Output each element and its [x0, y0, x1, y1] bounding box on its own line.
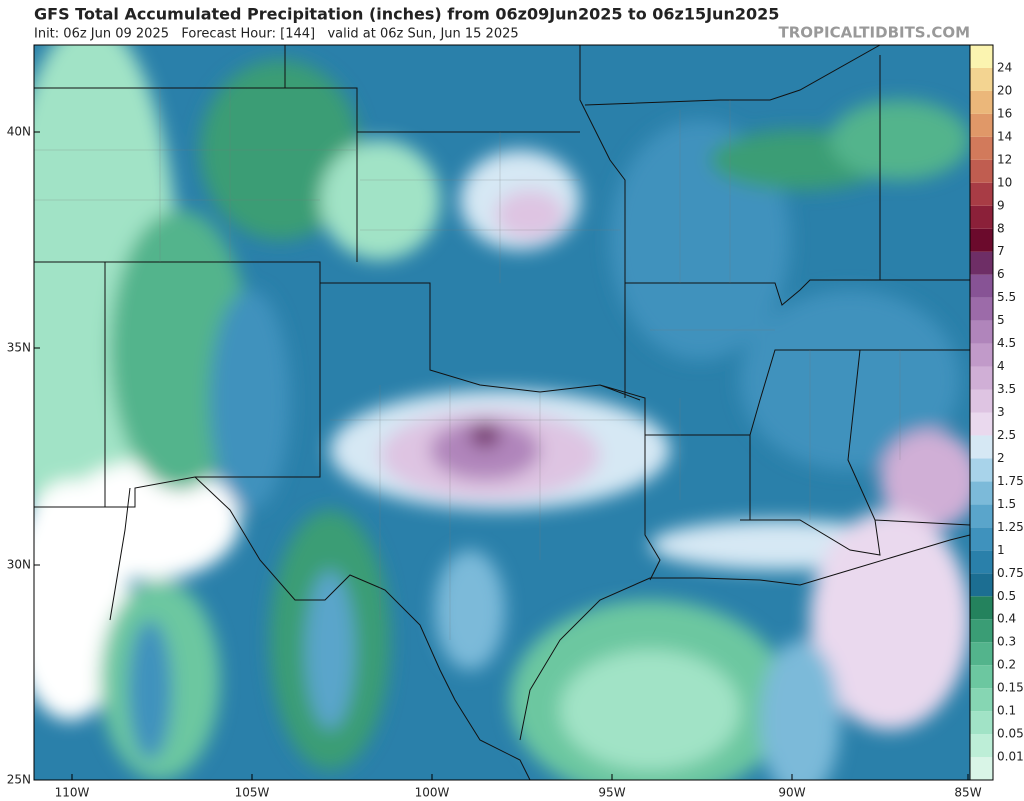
colorbar-cell — [970, 550, 993, 574]
colorbar-cell — [970, 734, 993, 758]
colorbar-cell — [970, 389, 993, 413]
colorbar-cell — [970, 113, 993, 137]
colorbar-label: 3 — [997, 405, 1005, 419]
colorbar-label: 1.75 — [997, 474, 1024, 488]
colorbar-label: 8 — [997, 221, 1005, 235]
colorbar-cell — [970, 45, 993, 68]
colorbar-label: 0.05 — [997, 727, 1024, 741]
colorbar-label: 14 — [997, 129, 1012, 143]
colorbar-label: 5 — [997, 313, 1005, 327]
colorbar-cell — [970, 711, 993, 735]
colorbar-label: 0.3 — [997, 635, 1016, 649]
state-boundaries — [34, 45, 970, 780]
colorbar-label: 1.5 — [997, 497, 1016, 511]
colorbar-label: 6 — [997, 267, 1005, 281]
colorbar-cell — [970, 274, 993, 298]
colorbar-label: 1 — [997, 543, 1005, 557]
colorbar-cell — [970, 67, 993, 91]
colorbar-cell — [970, 136, 993, 160]
colorbar: 0.01 0.05 0.1 0.15 0.2 0.3 0.4 0.5 0.75 1 1.25 1.5 1… — [969, 44, 1024, 781]
colorbar-cell — [970, 205, 993, 229]
colorbar-label: 0.75 — [997, 566, 1024, 580]
watermark: TROPICALTIDBITS.COM — [779, 24, 971, 42]
colorbar-cell — [970, 320, 993, 344]
colorbar-cell — [970, 435, 993, 459]
lon-label: 100W — [415, 786, 450, 800]
colorbar-cell — [970, 228, 993, 252]
colorbar-cell — [970, 504, 993, 528]
colorbar-label: 3.5 — [997, 382, 1016, 396]
colorbar-cell — [970, 642, 993, 666]
lon-label: 90W — [778, 786, 805, 800]
colorbar-label: 0.1 — [997, 704, 1016, 718]
colorbar-cell — [970, 182, 993, 206]
colorbar-cell — [970, 458, 993, 482]
lat-label: 25N — [7, 773, 31, 787]
colorbar-cell — [970, 366, 993, 390]
colorbar-label: 4 — [997, 359, 1005, 373]
colorbar-label: 0.15 — [997, 681, 1024, 695]
colorbar-label: 10 — [997, 175, 1012, 189]
colorbar-label: 12 — [997, 152, 1012, 166]
colorbar-cell — [970, 481, 993, 505]
colorbar-label: 16 — [997, 106, 1012, 120]
colorbar-label: 20 — [997, 83, 1012, 97]
colorbar-label: 5.5 — [997, 290, 1016, 304]
colorbar-label: 0.4 — [997, 612, 1016, 626]
colorbar-cell — [970, 573, 993, 597]
colorbar-cell — [970, 251, 993, 275]
lat-label: 30N — [7, 558, 31, 572]
colorbar-label: 4.5 — [997, 336, 1016, 350]
colorbar-label: 7 — [997, 244, 1005, 258]
colorbar-cell — [970, 159, 993, 183]
colorbar-label: 9 — [997, 198, 1005, 212]
colorbar-label: 2 — [997, 451, 1005, 465]
title: GFS Total Accumulated Precipitation (inc… — [34, 5, 779, 24]
lon-label: 110W — [55, 786, 90, 800]
map-axes: 40N 35N 30N 25N 110W 105W 100W 95W 90W 85W — [7, 125, 982, 800]
colorbar-cell — [970, 619, 993, 643]
colorbar-label: 0.5 — [997, 589, 1016, 603]
colorbar-cell — [970, 688, 993, 712]
lon-label: 105W — [235, 786, 270, 800]
colorbar-cell — [970, 90, 993, 114]
colorbar-label: 24 — [997, 60, 1012, 74]
colorbar-frame — [969, 44, 994, 781]
colorbar-label: 0.01 — [997, 750, 1024, 764]
colorbar-label: 2.5 — [997, 428, 1016, 442]
lat-label: 35N — [7, 341, 31, 355]
colorbar-cell — [970, 412, 993, 436]
colorbar-cell — [970, 527, 993, 551]
lon-label: 95W — [598, 786, 625, 800]
colorbar-label: 1.25 — [997, 520, 1024, 534]
colorbar-cell — [970, 665, 993, 689]
subtitle: Init: 06z Jun 09 2025 Forecast Hour: [14… — [34, 27, 519, 42]
lon-label: 85W — [954, 786, 981, 800]
lat-label: 40N — [7, 125, 31, 139]
colorbar-cell — [970, 757, 993, 780]
precip-field — [34, 45, 970, 780]
colorbar-cell — [970, 596, 993, 620]
colorbar-cell — [970, 297, 993, 321]
colorbar-cell — [970, 343, 993, 367]
colorbar-label: 0.2 — [997, 658, 1016, 672]
